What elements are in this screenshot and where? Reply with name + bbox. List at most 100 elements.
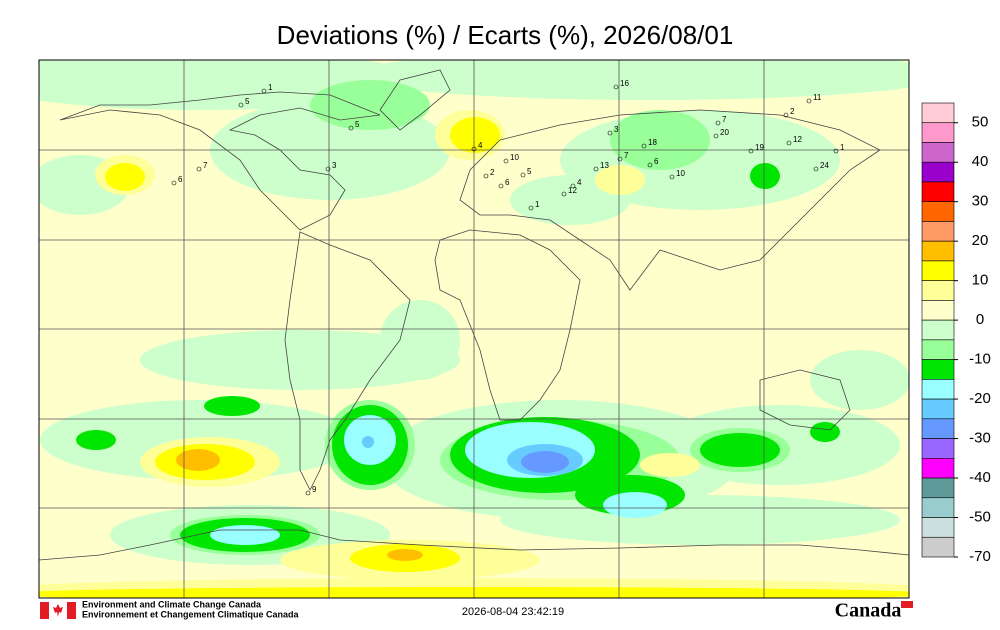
station-label: 10 xyxy=(676,169,685,178)
colorbar-segment xyxy=(921,102,955,124)
station-label: 6 xyxy=(654,157,659,166)
colorbar-label: 50 xyxy=(972,114,989,131)
station-marker xyxy=(196,166,202,172)
timestamp: 2026-08-04 23:42:19 xyxy=(462,606,564,618)
station-marker xyxy=(570,183,576,189)
title: Deviations (%) / Ecarts (%), 2026/08/01 xyxy=(277,20,734,50)
station-marker xyxy=(261,88,267,94)
station-label: 9 xyxy=(312,485,317,494)
station-label: 1 xyxy=(840,143,845,152)
station-label: 20 xyxy=(720,128,729,137)
colorbar-segment xyxy=(921,280,955,301)
station-marker xyxy=(617,156,623,162)
station-marker xyxy=(171,180,177,186)
colorbar-segment xyxy=(921,161,955,183)
station-marker xyxy=(528,205,534,211)
colorbar-segment xyxy=(921,438,955,459)
station-marker xyxy=(593,166,599,172)
station-label: 1 xyxy=(535,200,540,209)
colorbar-segment xyxy=(921,497,955,518)
station-label: 5 xyxy=(355,120,360,129)
colorbar-segment xyxy=(921,122,955,143)
station-label: 7 xyxy=(722,115,727,124)
stations: 1553764210613318207191211224106161941275… xyxy=(171,79,845,496)
station-marker xyxy=(483,173,489,179)
colorbar-segment xyxy=(921,458,955,479)
colorbar-label: -50 xyxy=(969,508,991,525)
station-label: 4 xyxy=(478,141,483,150)
colorbar-segment xyxy=(921,142,955,163)
colorbar-segment xyxy=(921,319,955,341)
colorbar-segment xyxy=(921,240,955,262)
station-label: 16 xyxy=(620,79,629,88)
station-label: 12 xyxy=(568,186,577,195)
colorbar-label: -30 xyxy=(969,430,991,447)
station-label: 6 xyxy=(505,178,510,187)
colorbar-label: 10 xyxy=(972,272,989,289)
station-marker xyxy=(748,148,754,154)
colorbar-segment xyxy=(921,398,955,420)
station-marker xyxy=(813,166,819,172)
station-label: 24 xyxy=(820,161,829,170)
colorbar-segment xyxy=(921,379,955,400)
station-marker xyxy=(786,140,792,146)
footer: Environment and Climate Change Canada En… xyxy=(40,599,913,622)
station-marker xyxy=(348,125,354,131)
station-marker xyxy=(669,174,675,180)
colorbar-label: -10 xyxy=(969,351,991,368)
colorbar-label: 40 xyxy=(972,153,989,170)
station-label: 13 xyxy=(600,161,609,170)
station-marker xyxy=(561,191,567,197)
station-marker xyxy=(520,172,526,178)
station-marker xyxy=(503,158,509,164)
agency-en: Environment and Climate Change Canada xyxy=(82,599,262,609)
colorbar-label: 30 xyxy=(972,193,989,210)
station-marker xyxy=(641,143,647,149)
colorbar-segment xyxy=(921,300,955,321)
colorbar-segment xyxy=(921,339,955,360)
colorbar-segment xyxy=(921,418,955,439)
station-label: 5 xyxy=(245,97,250,106)
station-marker xyxy=(498,183,504,189)
station-label: 12 xyxy=(793,135,802,144)
colorbar-segment xyxy=(921,201,955,222)
colorbar-label: 20 xyxy=(972,232,989,249)
colorbar-segment xyxy=(921,536,955,558)
station-label: 3 xyxy=(614,125,619,134)
station-marker xyxy=(325,166,331,172)
colorbar-label: -70 xyxy=(969,548,991,565)
map: 1553764210613318207191211224106161941275… xyxy=(39,60,909,598)
agency-fr: Environnement et Changement Climatique C… xyxy=(82,609,300,619)
station-marker xyxy=(806,98,812,104)
station-marker xyxy=(613,84,619,90)
colorbar-segment xyxy=(921,181,955,202)
station-marker xyxy=(238,102,244,108)
station-label: 11 xyxy=(813,93,822,102)
colorbar-segment xyxy=(921,477,955,499)
station-label: 2 xyxy=(790,107,795,116)
station-label: 10 xyxy=(510,153,519,162)
colorbar-segment xyxy=(921,221,955,242)
colorbar-segment xyxy=(921,359,955,380)
station-marker xyxy=(833,148,839,154)
station-marker xyxy=(783,112,789,118)
map-frame xyxy=(38,59,910,599)
station-label: 7 xyxy=(624,151,629,160)
colorbar-label: -40 xyxy=(969,469,991,486)
colorbar-label: 0 xyxy=(976,311,984,328)
station-label: 7 xyxy=(203,161,208,170)
station-label: 18 xyxy=(648,138,657,147)
colorbar-segment xyxy=(921,260,955,281)
station-label: 19 xyxy=(755,143,764,152)
station-label: 3 xyxy=(332,161,337,170)
station-label: 6 xyxy=(178,175,183,184)
station-marker xyxy=(305,490,311,496)
wordmark: Canada xyxy=(835,600,902,622)
colorbar-segment xyxy=(921,517,955,538)
station-marker xyxy=(715,120,721,126)
station-label: 2 xyxy=(490,168,495,177)
station-marker xyxy=(471,146,477,152)
station-label: 1 xyxy=(268,83,273,92)
station-marker xyxy=(713,133,719,139)
